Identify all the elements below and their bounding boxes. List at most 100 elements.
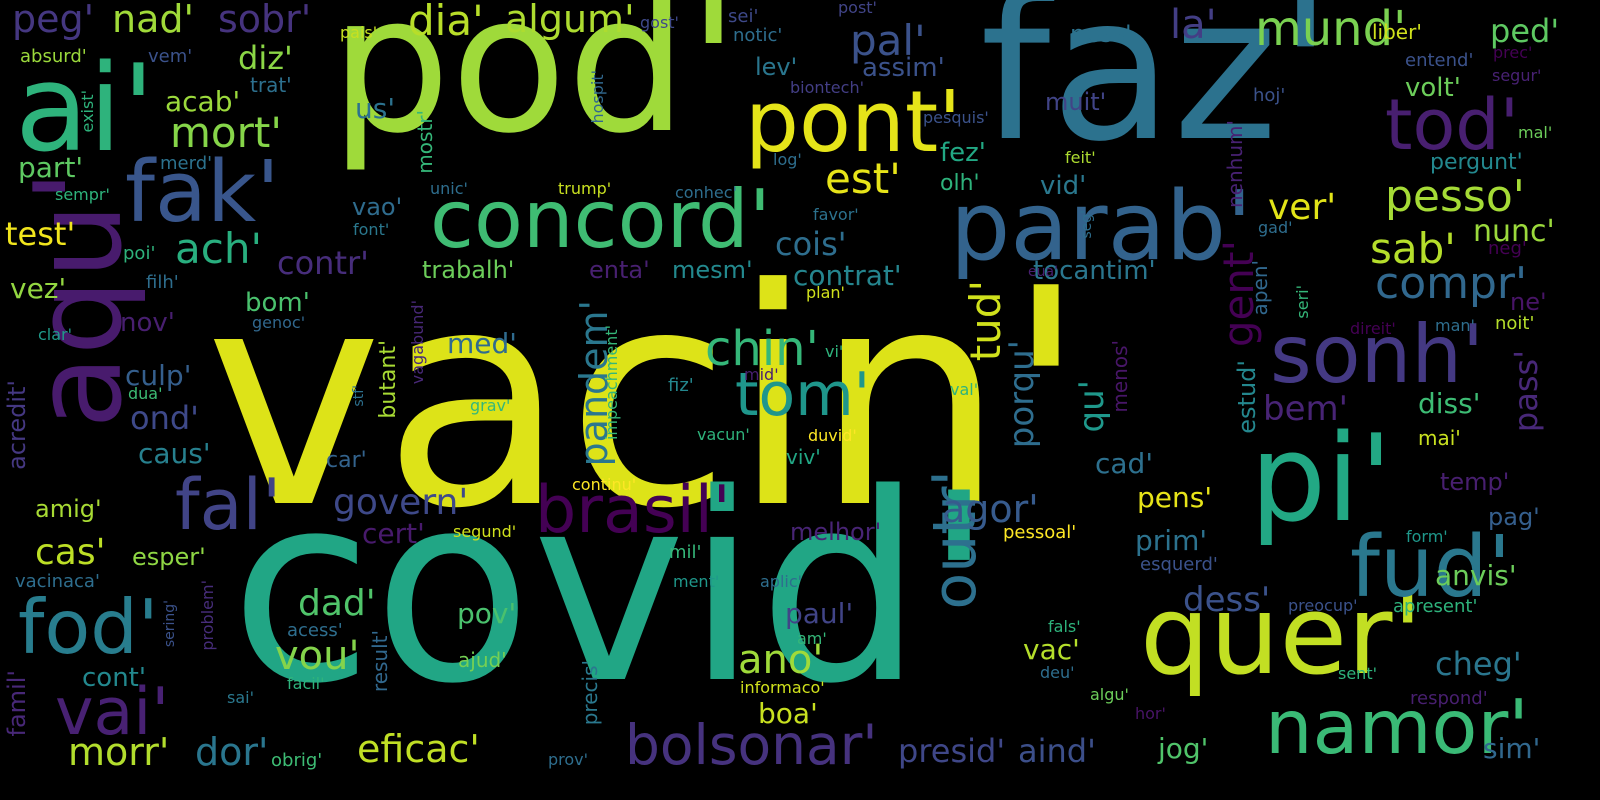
cloud-word: pov' <box>457 597 517 630</box>
cloud-word: pag' <box>1488 503 1540 531</box>
cloud-word: trabalh' <box>422 256 515 284</box>
cloud-word: dua' <box>128 384 163 403</box>
cloud-word: contr' <box>277 244 369 282</box>
cloud-word: algu' <box>1090 685 1129 704</box>
cloud-word: famil' <box>3 670 31 737</box>
cloud-word: pessoal' <box>1003 522 1077 543</box>
cloud-word: estud' <box>1233 360 1261 434</box>
cloud-word: cad' <box>1095 447 1154 480</box>
cloud-word: notic' <box>733 25 783 46</box>
cloud-word: sent' <box>1338 664 1377 683</box>
cloud-word: stf' <box>351 385 367 407</box>
cloud-word: feit' <box>1065 148 1096 167</box>
cloud-word: jog' <box>1158 732 1209 765</box>
cloud-word: vez' <box>10 272 67 305</box>
cloud-word: post' <box>838 0 877 17</box>
cloud-word: assim' <box>862 53 945 83</box>
cloud-word: deu' <box>1040 663 1075 682</box>
cloud-word: precis' <box>578 660 602 726</box>
cloud-word: lev' <box>755 53 798 81</box>
cloud-word: poi' <box>123 243 156 264</box>
cloud-word: vao' <box>352 193 403 221</box>
cloud-word: font' <box>353 220 390 239</box>
cloud-word: am' <box>797 629 827 648</box>
cloud-word: prec' <box>1493 43 1533 62</box>
cloud-word: problem' <box>198 580 217 651</box>
cloud-word: result' <box>368 630 392 693</box>
cloud-word: apen' <box>1248 260 1272 316</box>
cloud-word: eua' <box>1028 264 1058 280</box>
cloud-word: fiz' <box>668 375 694 396</box>
cloud-word: la' <box>1170 2 1217 48</box>
cloud-word: sering' <box>162 600 178 648</box>
cloud-word: acab' <box>165 85 241 118</box>
cloud-word: mesm' <box>672 256 753 284</box>
cloud-word: nov' <box>120 308 175 338</box>
cloud-word: fud' <box>1350 518 1512 617</box>
cloud-word: compr' <box>1375 258 1528 309</box>
cloud-word: bom' <box>245 288 310 318</box>
cloud-word: ajud' <box>458 648 507 672</box>
cloud-word: qu' <box>1072 380 1112 433</box>
cloud-word: nunc' <box>1473 214 1555 249</box>
cloud-word: aind' <box>1018 732 1096 770</box>
cloud-word: seg' <box>1079 210 1095 239</box>
cloud-word: mostr' <box>413 110 437 174</box>
cloud-word: pergunt' <box>1430 150 1523 175</box>
cloud-word: ai' <box>15 40 155 179</box>
cloud-word: segund' <box>453 522 517 541</box>
cloud-word: fak' <box>125 143 280 242</box>
cloud-word: informaco' <box>740 678 825 697</box>
cloud-word: cont' <box>82 663 147 693</box>
cloud-word: diss' <box>1418 387 1481 420</box>
cloud-word: mid' <box>744 365 779 384</box>
cloud-word: porqu' <box>1002 340 1042 449</box>
cloud-word: esper' <box>132 543 206 571</box>
cloud-word: duvid' <box>808 426 857 445</box>
cloud-word: aplic' <box>760 572 803 591</box>
cloud-word: trat' <box>250 73 292 97</box>
cloud-word: pesso' <box>1385 171 1525 222</box>
cloud-word: parab' <box>950 172 1253 282</box>
cloud-word: pais' <box>340 23 378 42</box>
cloud-word: melhor' <box>790 518 882 546</box>
cloud-word: continu' <box>572 475 637 494</box>
cloud-word: ment' <box>673 572 720 591</box>
cloud-word: sai' <box>227 688 254 707</box>
cloud-word: test' <box>5 215 76 253</box>
cloud-word: dess' <box>1183 580 1271 620</box>
cloud-word: respond' <box>1410 688 1488 709</box>
cloud-word: us' <box>355 92 396 125</box>
cloud-word: pal' <box>850 16 926 65</box>
cloud-word: unic' <box>430 179 468 198</box>
cloud-word: pass' <box>1507 350 1545 433</box>
cloud-word: genoc' <box>252 313 306 332</box>
cloud-word: ped' <box>1490 12 1560 50</box>
cloud-word: gad' <box>1258 218 1293 237</box>
cloud-word: part' <box>18 151 84 184</box>
cloud-word: dor' <box>195 730 269 774</box>
cloud-word: car' <box>326 448 367 473</box>
cloud-word: ano' <box>738 637 824 683</box>
cloud-word: sonh' <box>1270 308 1485 401</box>
cloud-word: volt' <box>1405 73 1461 103</box>
cloud-word: ond' <box>130 399 199 437</box>
cloud-word: tod' <box>1385 84 1519 166</box>
cloud-word: ne' <box>1510 288 1547 316</box>
cloud-word: acess' <box>287 620 343 641</box>
cloud-word: chin' <box>705 321 819 377</box>
cloud-word: gost' <box>640 13 679 32</box>
cloud-word: liber' <box>1372 20 1422 44</box>
cloud-word: faz' <box>980 0 1333 186</box>
cloud-word: pi' <box>1250 410 1393 549</box>
cloud-word: sim' <box>1483 732 1541 765</box>
cloud-word: menos' <box>1108 340 1132 413</box>
cloud-word: vagabund' <box>408 300 427 385</box>
cloud-word: pesquis' <box>923 108 989 127</box>
cloud-word: apresent' <box>1393 596 1478 617</box>
cloud-word: vai' <box>55 675 170 750</box>
cloud-word: boa' <box>758 697 818 730</box>
cloud-word: diz' <box>238 39 293 77</box>
cloud-word: direit' <box>1350 319 1396 338</box>
